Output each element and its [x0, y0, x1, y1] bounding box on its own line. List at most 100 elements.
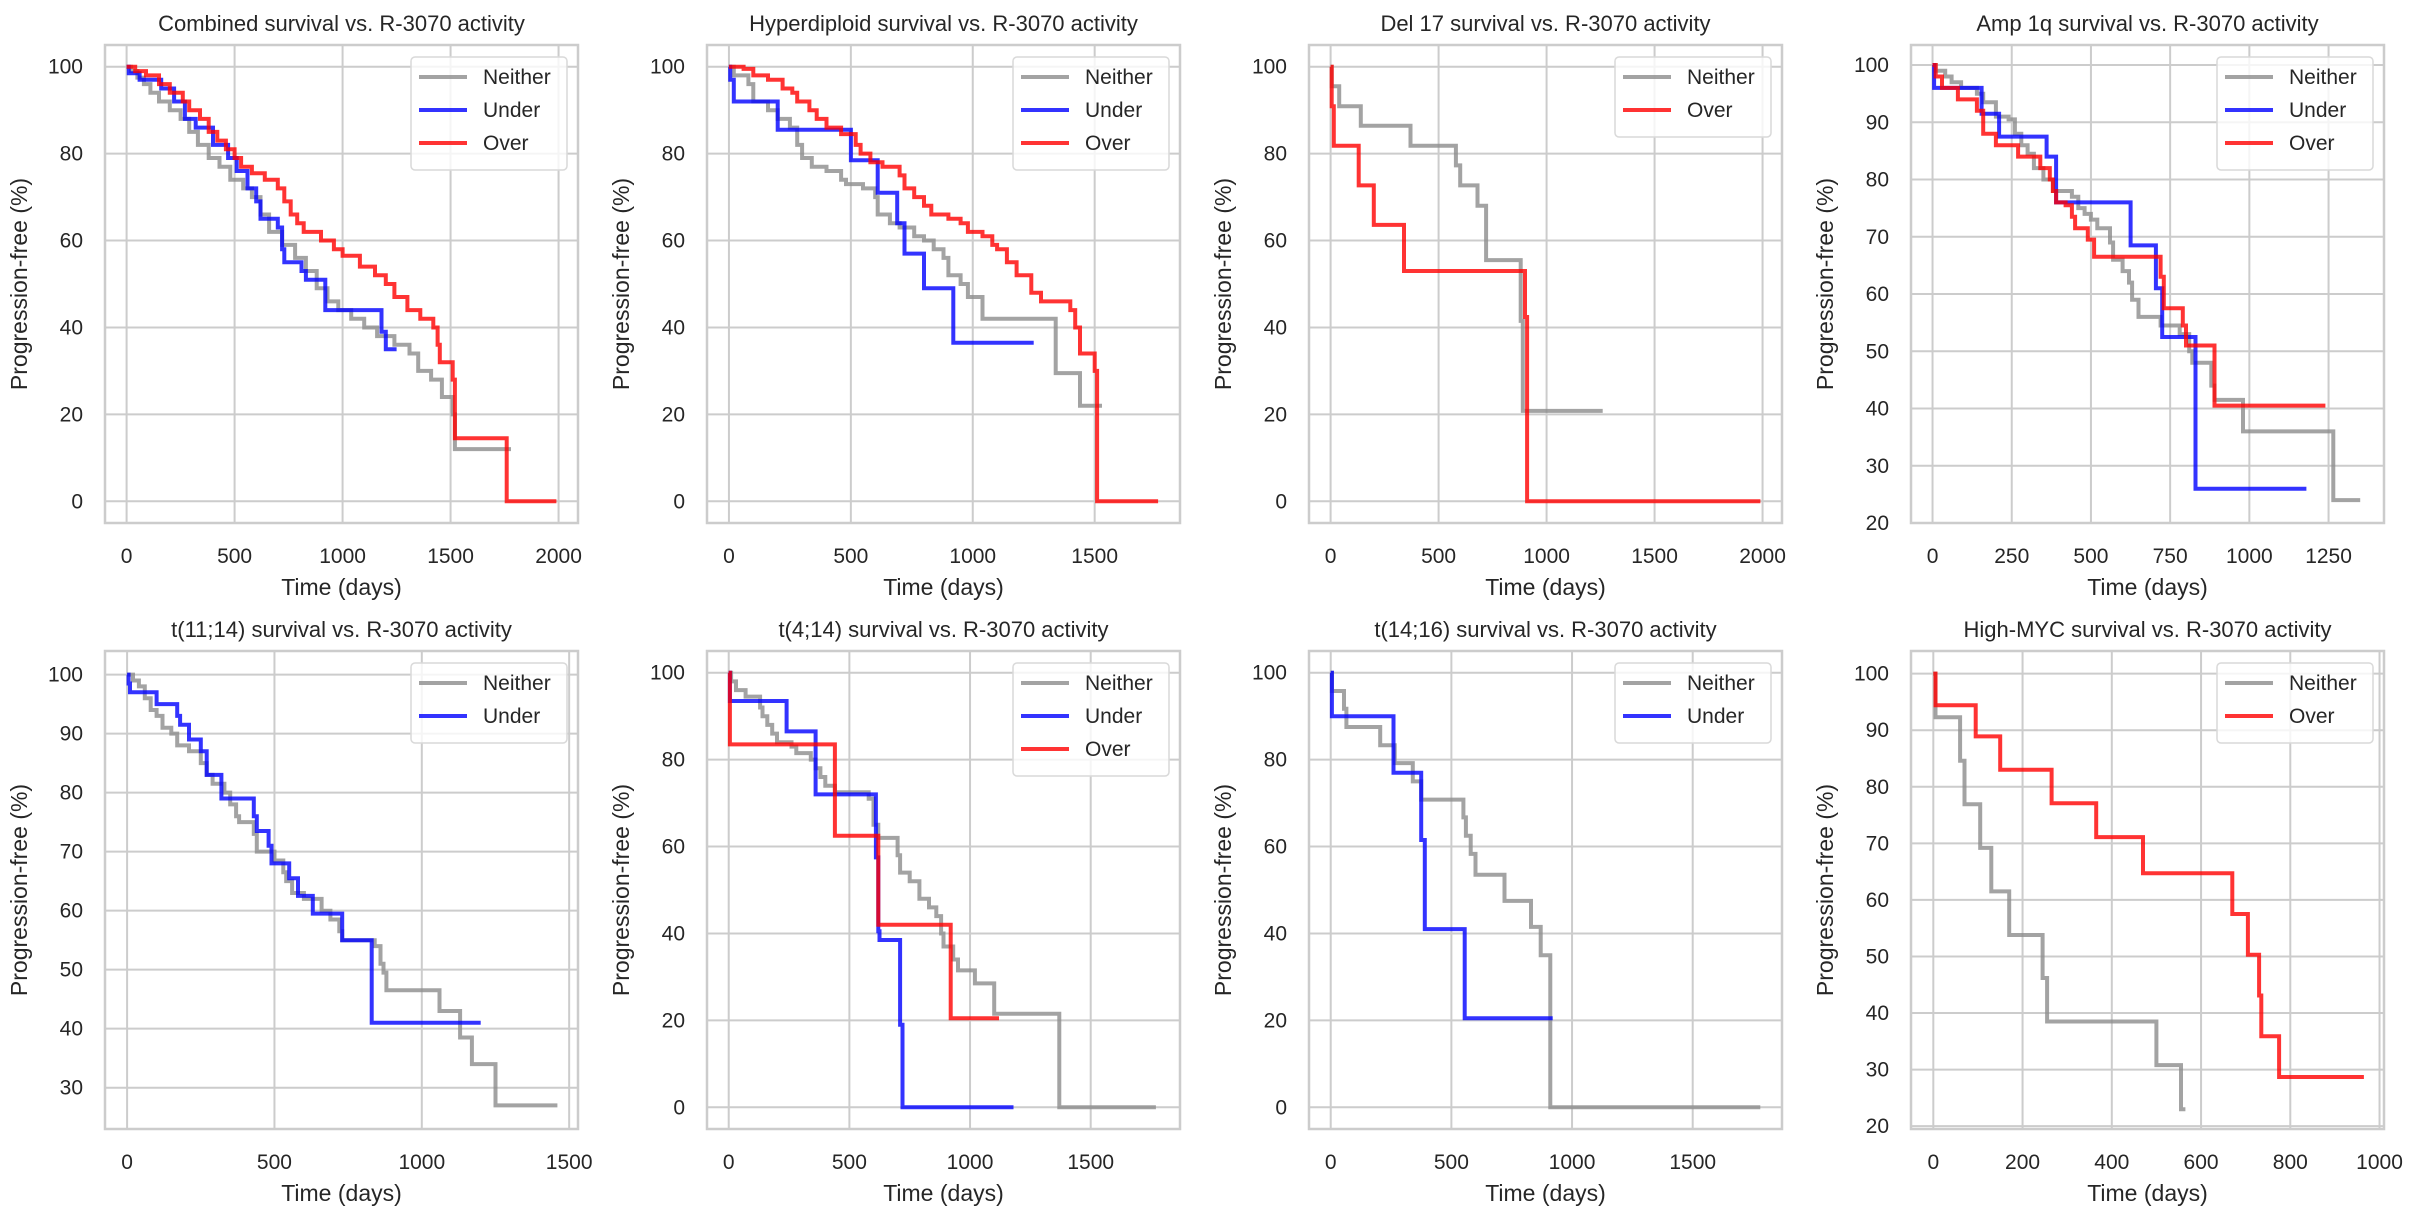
- y-tick-label: 0: [71, 490, 83, 513]
- y-tick-label: 100: [1854, 663, 1889, 686]
- series-line-over: [1932, 63, 2326, 408]
- y-tick-label: 60: [1866, 889, 1889, 912]
- legend: Neither Under Over: [1012, 662, 1170, 777]
- y-tick-label: 100: [650, 56, 685, 79]
- x-tick-label: 600: [2184, 1151, 2219, 1174]
- legend-label-under: Under: [483, 705, 540, 728]
- y-tick-label: 70: [1866, 226, 1889, 249]
- series-line-under: [1329, 670, 1553, 1021]
- series-line-neither: [127, 672, 558, 1108]
- x-tick-label: 1500: [1071, 545, 1118, 568]
- subplot-hyperdiploid: 0 500 1000 1500 0 20 40 60 80 100 Hyperdiploid sur…: [608, 11, 1182, 600]
- legend-label-neither: Neither: [2289, 66, 2357, 89]
- legend-label-under: Under: [1687, 705, 1744, 728]
- legend-label-over: Over: [483, 132, 529, 155]
- legend-label-under: Under: [483, 99, 540, 122]
- x-tick-label: 250: [1994, 545, 2029, 568]
- y-tick-label: 60: [662, 230, 685, 253]
- x-tick-label: 500: [1421, 545, 1456, 568]
- chart-title: t(4;14) survival vs. R-3070 activity: [778, 617, 1108, 642]
- y-tick-label: 20: [662, 1009, 685, 1032]
- y-tick-label: 0: [673, 1096, 685, 1119]
- series-line-over: [727, 670, 999, 1021]
- legend-label-over: Over: [2289, 705, 2335, 728]
- axes-frame: [103, 43, 580, 525]
- y-tick-label: 40: [60, 1018, 83, 1041]
- x-axis-label: Time (days): [2087, 574, 2208, 600]
- x-tick-label: 500: [832, 1151, 867, 1174]
- legend-label-neither: Neither: [2289, 672, 2357, 695]
- y-tick-label: 60: [1264, 230, 1287, 253]
- x-tick-label: 750: [2153, 545, 2188, 568]
- y-tick-label: 20: [1866, 1115, 1889, 1138]
- x-tick-label: 800: [2273, 1151, 2308, 1174]
- x-tick-label: 1500: [1631, 545, 1678, 568]
- series-line-neither: [1933, 671, 2186, 1112]
- chart-title: High-MYC survival vs. R-3070 activity: [1964, 617, 2332, 642]
- legend-label-over: Over: [1085, 132, 1131, 155]
- x-tick-label: 0: [1927, 545, 1939, 568]
- y-tick-label: 80: [1264, 143, 1287, 166]
- chart-title: t(11;14) survival vs. R-3070 activity: [171, 617, 512, 642]
- subplot-t-4-14: 0 500 1000 1500 0 20 40 60 80 100 t(4;14) survival…: [608, 617, 1182, 1206]
- y-tick-label: 100: [1252, 56, 1287, 79]
- x-tick-label: 1000: [2356, 1151, 2403, 1174]
- chart-title: Amp 1q survival vs. R-3070 activity: [1976, 11, 2318, 36]
- x-tick-label: 1000: [2226, 545, 2273, 568]
- legend-label-over: Over: [1687, 99, 1733, 122]
- y-tick-label: 20: [60, 403, 83, 426]
- axes-frame: [705, 43, 1182, 525]
- y-tick-label: 20: [1264, 1009, 1287, 1032]
- x-tick-label: 0: [121, 1151, 133, 1174]
- series-line-under: [126, 64, 397, 352]
- series-line-neither: [728, 670, 1156, 1110]
- y-tick-label: 0: [673, 490, 685, 513]
- x-tick-label: 1500: [1067, 1151, 1114, 1174]
- legend: Neither Over: [2216, 662, 2374, 744]
- y-axis-label: Progression-free (%): [1812, 784, 1838, 996]
- subplot-del-17: 0 500 1000 1500 2000 0 20 40 60 80 100 Del 17 survi…: [1210, 11, 1786, 600]
- y-tick-label: 60: [662, 836, 685, 859]
- x-tick-label: 1000: [1549, 1151, 1596, 1174]
- y-axis-label: Progression-free (%): [608, 178, 634, 390]
- x-tick-label: 1000: [949, 545, 996, 568]
- subplot-combined: 0 500 1000 1500 2000 0 20 40 60 80 100 Combined sur…: [6, 11, 582, 600]
- legend-label-neither: Neither: [1085, 672, 1153, 695]
- x-axis-label: Time (days): [1485, 574, 1606, 600]
- y-tick-label: 40: [1866, 398, 1889, 421]
- x-tick-label: 500: [833, 545, 868, 568]
- y-tick-label: 40: [662, 316, 685, 339]
- x-tick-label: 1000: [947, 1151, 994, 1174]
- series-line-over: [1933, 671, 2364, 1079]
- axes-frame: [103, 649, 580, 1131]
- chart-title: t(14;16) survival vs. R-3070 activity: [1374, 617, 1716, 642]
- y-tick-label: 60: [1264, 836, 1287, 859]
- y-tick-label: 20: [662, 403, 685, 426]
- x-axis-label: Time (days): [883, 1180, 1004, 1206]
- x-tick-label: 500: [1434, 1151, 1469, 1174]
- y-tick-label: 90: [60, 723, 83, 746]
- y-tick-label: 80: [1866, 776, 1889, 799]
- legend-label-over: Over: [1085, 738, 1131, 761]
- x-axis-label: Time (days): [281, 1180, 402, 1206]
- y-tick-label: 100: [1854, 54, 1889, 77]
- legend-label-under: Under: [2289, 99, 2346, 122]
- x-tick-label: 0: [723, 1151, 735, 1174]
- series-line-over: [1329, 64, 1761, 504]
- y-tick-label: 50: [1866, 340, 1889, 363]
- series-line-neither: [1329, 670, 1761, 1110]
- legend: Neither Under Over: [410, 56, 568, 171]
- legend: Neither Over: [1614, 56, 1772, 138]
- y-tick-label: 30: [1866, 1059, 1889, 1082]
- x-axis-label: Time (days): [1485, 1180, 1606, 1206]
- x-tick-label: 2000: [535, 545, 582, 568]
- y-tick-label: 70: [1866, 832, 1889, 855]
- x-tick-label: 1000: [398, 1151, 445, 1174]
- y-tick-label: 80: [662, 749, 685, 772]
- y-tick-label: 90: [1866, 111, 1889, 134]
- x-tick-label: 1000: [1523, 545, 1570, 568]
- y-tick-label: 40: [60, 316, 83, 339]
- y-axis-label: Progression-free (%): [6, 784, 32, 996]
- y-tick-label: 40: [662, 922, 685, 945]
